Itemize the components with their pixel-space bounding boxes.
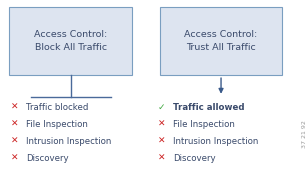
Text: File Inspection: File Inspection — [26, 120, 88, 129]
Text: ✕: ✕ — [11, 137, 18, 146]
Text: Discovery: Discovery — [173, 154, 216, 163]
Text: File Inspection: File Inspection — [173, 120, 235, 129]
Text: Intrusion Inspection: Intrusion Inspection — [173, 137, 259, 146]
Text: ✕: ✕ — [11, 103, 18, 112]
Text: ✓: ✓ — [158, 103, 165, 112]
Text: Discovery: Discovery — [26, 154, 69, 163]
Text: Intrusion Inspection: Intrusion Inspection — [26, 137, 111, 146]
Text: Access Control:
Block All Traffic: Access Control: Block All Traffic — [34, 30, 107, 52]
Text: ✕: ✕ — [158, 137, 165, 146]
FancyBboxPatch shape — [160, 7, 282, 75]
Text: Traffic blocked: Traffic blocked — [26, 103, 88, 112]
Text: ✕: ✕ — [158, 154, 165, 163]
Text: ✕: ✕ — [158, 120, 165, 129]
FancyBboxPatch shape — [9, 7, 132, 75]
Text: 37 21 92: 37 21 92 — [302, 120, 307, 148]
Text: ✕: ✕ — [11, 120, 18, 129]
Text: Traffic allowed: Traffic allowed — [173, 103, 245, 112]
Text: Access Control:
Trust All Traffic: Access Control: Trust All Traffic — [185, 30, 258, 52]
Text: ✕: ✕ — [11, 154, 18, 163]
